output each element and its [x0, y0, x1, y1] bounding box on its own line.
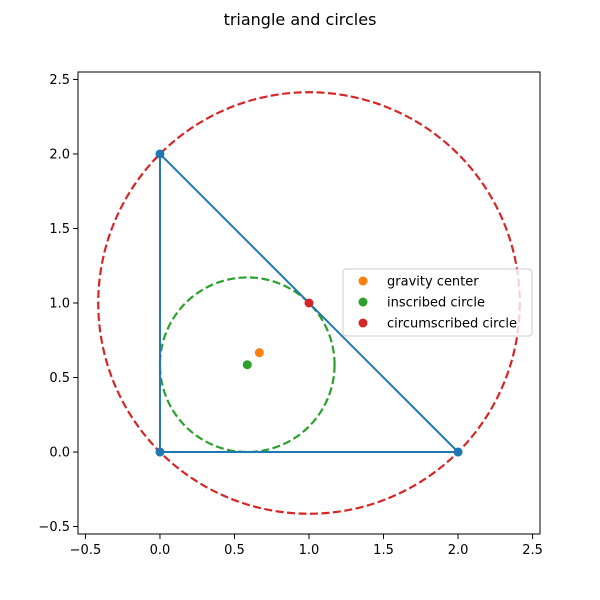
chart-title: triangle and circles: [224, 10, 377, 29]
x-tick-label: 0.0: [150, 543, 171, 558]
x-axis: −0.5 0.0 0.5 1.0 1.5 2.0 2.5: [70, 534, 543, 558]
y-tick-label: 1.5: [49, 222, 70, 237]
legend-label: circumscribed circle: [387, 317, 517, 332]
circumscribed-circle-point: [304, 298, 314, 308]
legend: gravity center inscribed circle circumscri…: [342, 268, 533, 337]
y-tick-label: 0.0: [49, 446, 70, 461]
inscribed-circle-point: [242, 360, 252, 370]
legend-label: inscribed circle: [387, 296, 485, 311]
x-tick-label: 1.0: [299, 543, 320, 558]
legend-label: gravity center: [387, 275, 479, 290]
y-tick-label: 0.5: [49, 371, 70, 386]
x-tick-label: 1.5: [373, 543, 394, 558]
y-tick-label: 1.0: [49, 297, 70, 312]
y-tick-label: 2.0: [49, 147, 70, 162]
legend-box: [342, 268, 533, 337]
triangle-vertex-point: [155, 149, 165, 159]
inscribed-circle-outline: [158, 276, 336, 454]
x-tick-label: 2.5: [522, 543, 543, 558]
gravity-center-point: [254, 348, 264, 358]
y-tick-label: −0.5: [38, 520, 70, 535]
y-tick-label: 2.5: [49, 73, 70, 88]
x-tick-label: 2.0: [448, 543, 469, 558]
legend-marker: [358, 297, 368, 307]
triangle-vertex-point: [453, 447, 463, 457]
legend-marker: [358, 318, 368, 328]
legend-marker: [358, 276, 368, 286]
y-axis: −0.5 0.0 0.5 1.0 1.5 2.0 2.5: [38, 73, 78, 535]
x-tick-label: −0.5: [70, 543, 102, 558]
x-tick-label: 0.5: [224, 543, 245, 558]
triangle-vertex-point: [155, 447, 165, 457]
